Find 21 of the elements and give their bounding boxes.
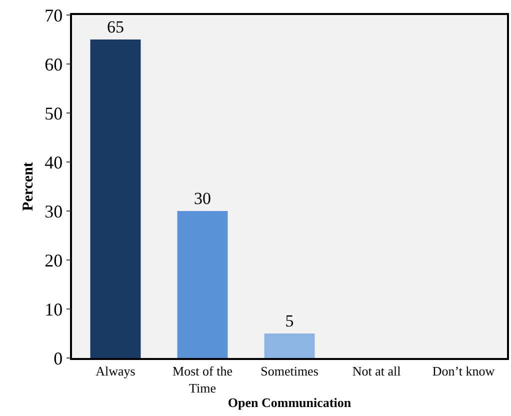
y-tick-label: 70: [44, 5, 63, 26]
data-label: 65: [107, 18, 124, 36]
x-tick-label: Most of the Time: [172, 363, 233, 396]
y-tick-label: 20: [44, 250, 63, 270]
data-label: 5: [285, 312, 294, 330]
bar: [264, 334, 315, 358]
y-tick-label: 0: [54, 348, 63, 368]
y-axis-title: Percent: [20, 162, 36, 211]
y-tick-label: 40: [44, 152, 63, 172]
y-tick-label: 50: [44, 103, 63, 124]
bar: [90, 40, 141, 358]
data-label: 30: [194, 189, 211, 208]
x-tick-label: Don’t know: [432, 363, 496, 378]
bar: [177, 211, 228, 358]
y-tick-label: 30: [44, 201, 63, 222]
x-tick-label: Sometimes: [260, 363, 318, 378]
y-tick-label: 60: [44, 54, 63, 74]
x-tick-label: Always: [96, 363, 136, 378]
y-tick-label: 10: [44, 299, 63, 320]
x-axis-title: Open Communication: [228, 395, 352, 410]
x-tick-label: Not at all: [352, 363, 402, 378]
